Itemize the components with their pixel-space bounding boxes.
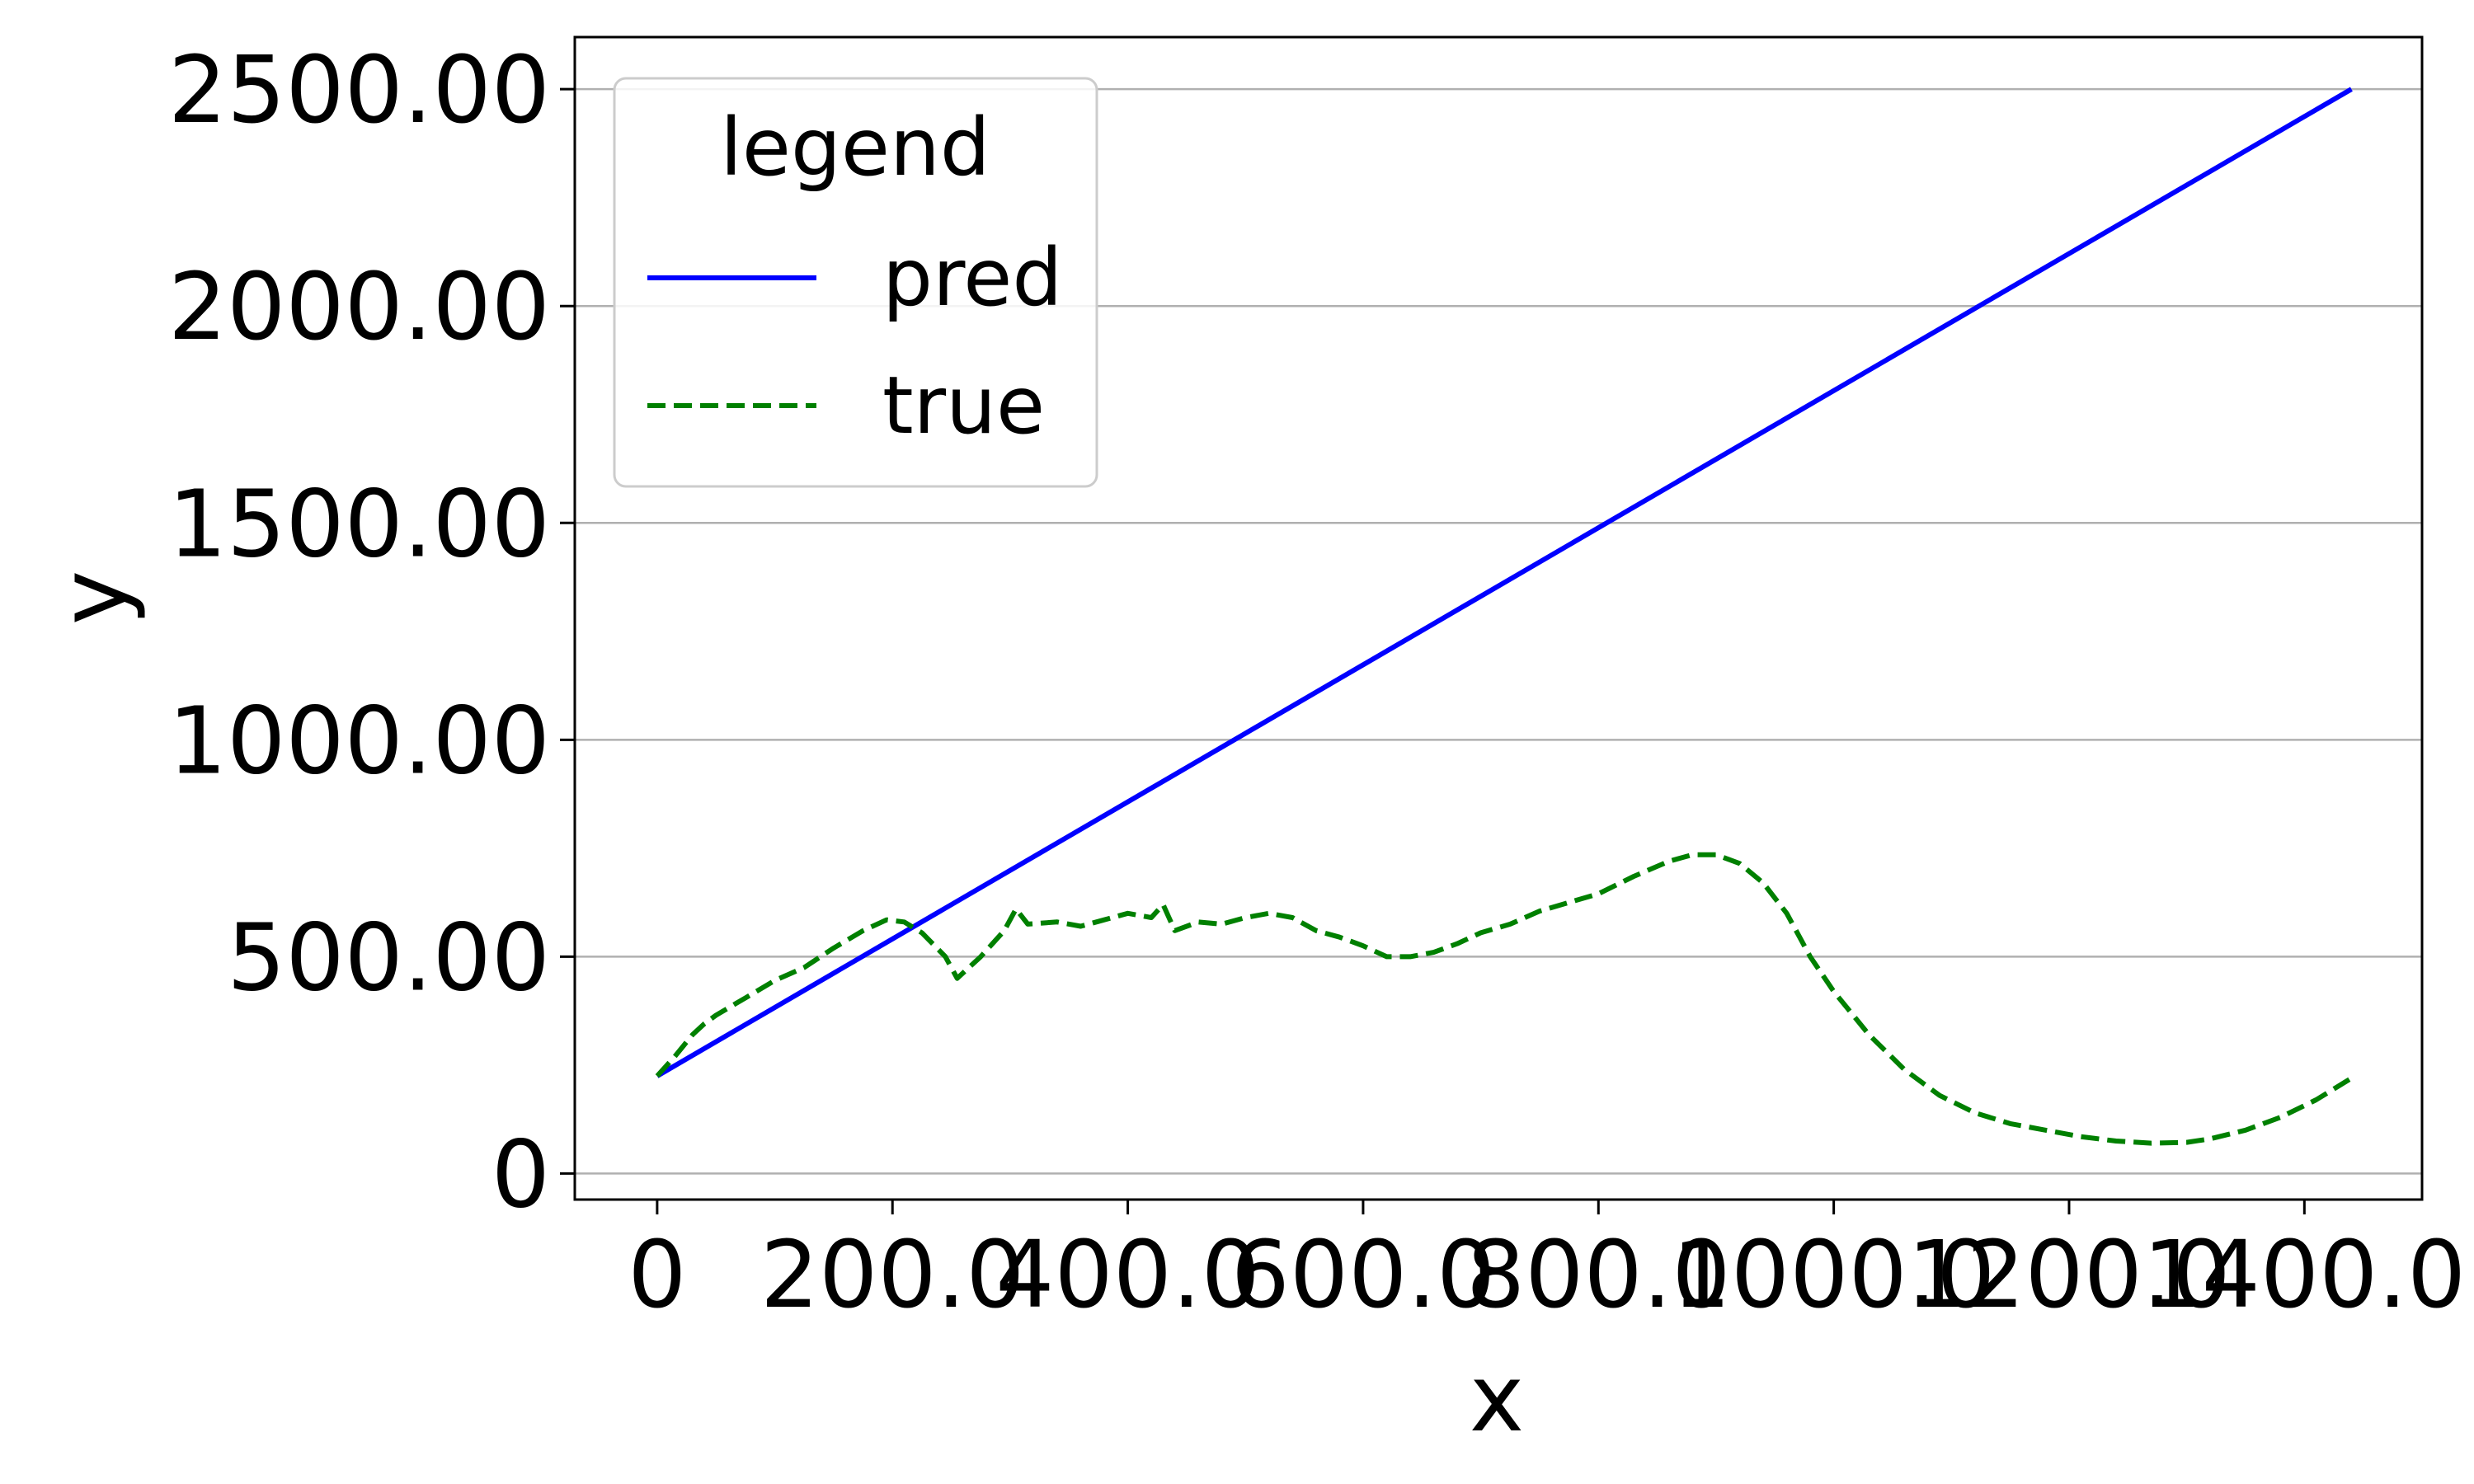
legend-label-true: true [882, 359, 1045, 452]
y-tick-label: 2000.00 [168, 254, 550, 361]
x-tick-label: 600.0 [1231, 1222, 1496, 1329]
y-tick-label: 1000.00 [168, 688, 550, 795]
legend-label-pred: pred [882, 232, 1062, 324]
y-tick-label: 2500.00 [168, 37, 550, 144]
x-tick-label: 1400.0 [2142, 1222, 2466, 1329]
x-tick-label: 0 [628, 1222, 686, 1329]
x-tick-label: 800.0 [1466, 1222, 1731, 1329]
y-tick-label: 0 [492, 1121, 550, 1228]
series-lines [655, 87, 2353, 1146]
y-axis-title: y [40, 571, 148, 625]
series-line-pred [656, 87, 2353, 1078]
x-tick-label: 400.0 [995, 1222, 1260, 1329]
x-tick-label: 1000.0 [1672, 1222, 1996, 1329]
series-line-true [655, 852, 2353, 1146]
axis-ticks: 0 500.00 1000.00 1500.00 2000.00 2500.00 0 200.… [168, 37, 2466, 1329]
y-tick-label: 500.00 [227, 904, 550, 1012]
y-tick-label: 1500.00 [168, 471, 550, 578]
plot-frame [573, 35, 2424, 1201]
legend: legend pred true [613, 77, 1098, 488]
x-axis-title: x [1470, 1345, 1524, 1453]
x-tick-label: 200.0 [760, 1222, 1025, 1329]
grid-lines [575, 87, 2422, 1175]
legend-title: legend [720, 101, 990, 194]
legend-frame [613, 77, 1098, 488]
x-tick-label: 1200.0 [1907, 1222, 2231, 1329]
